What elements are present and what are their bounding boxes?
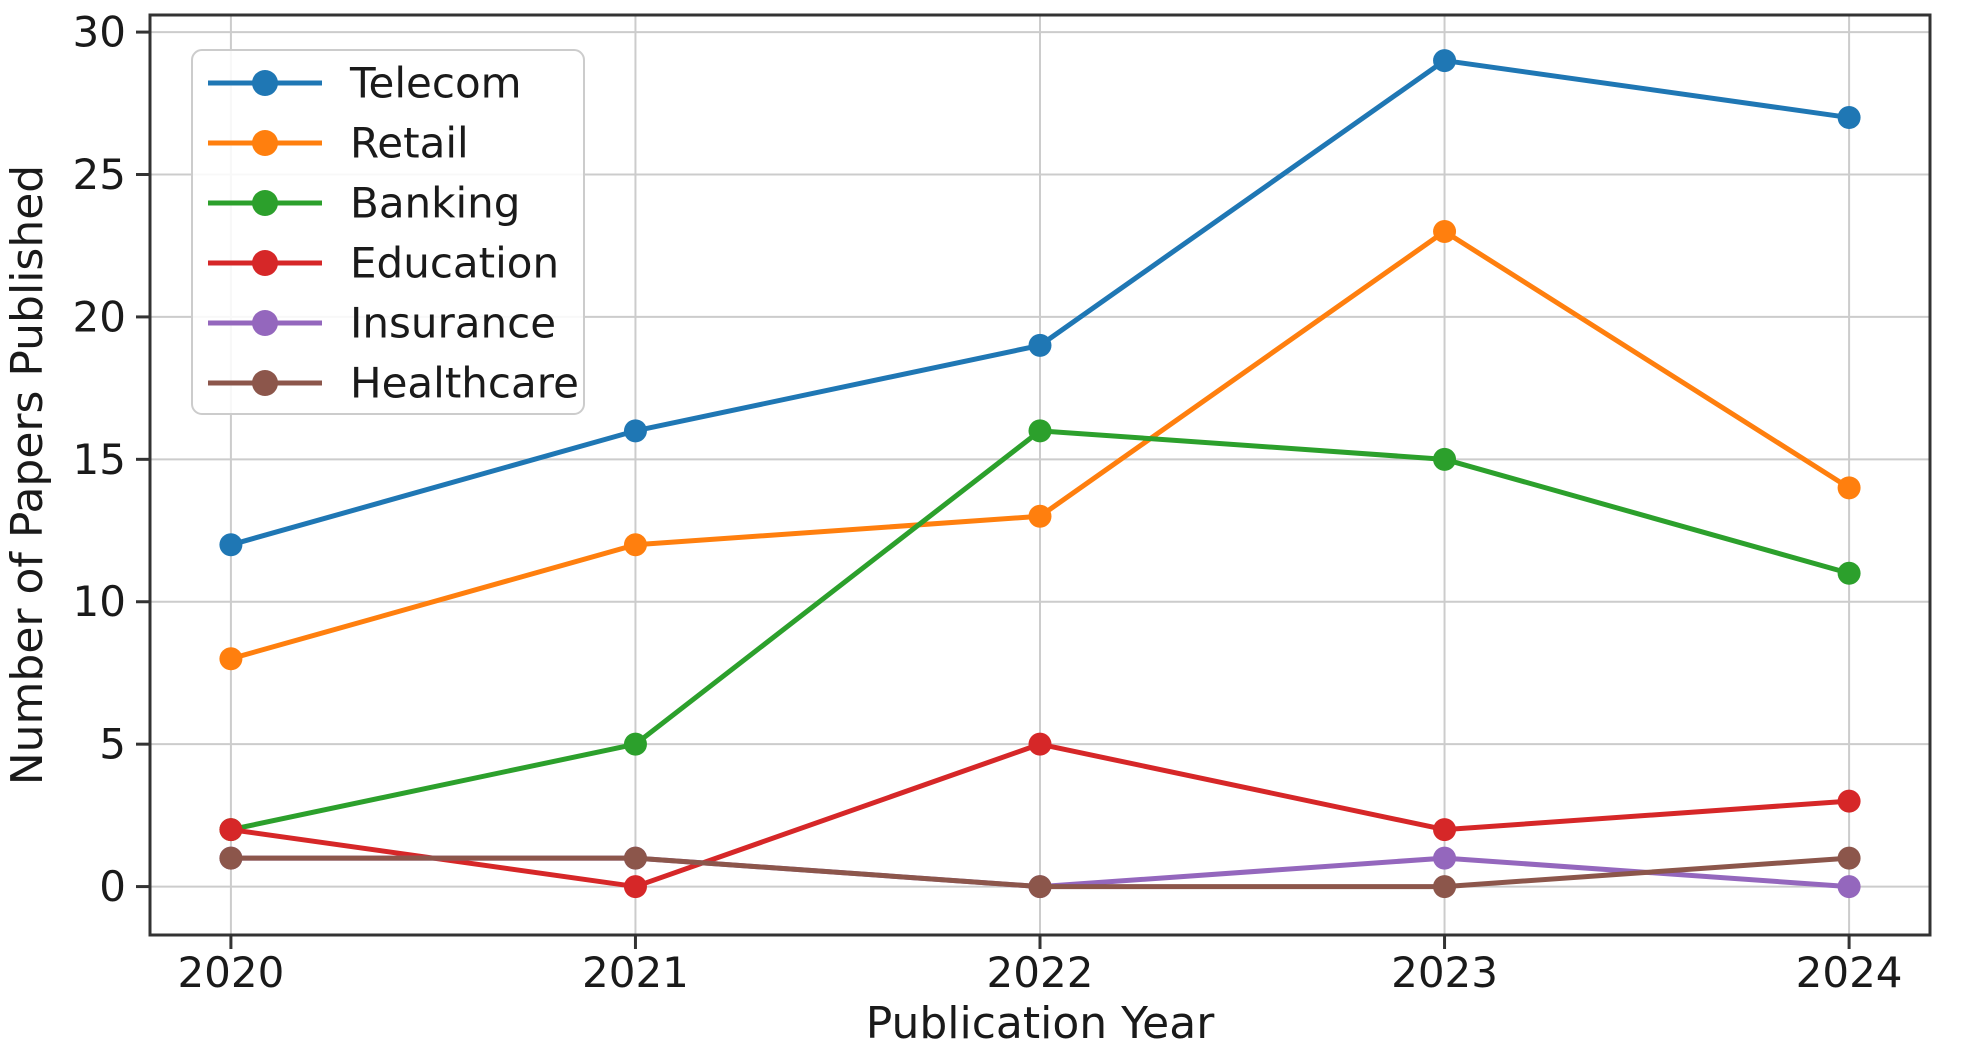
data-point-telecom-2022 xyxy=(1028,333,1052,357)
data-point-insurance-2023 xyxy=(1433,846,1457,870)
data-point-retail-2024 xyxy=(1837,476,1861,500)
legend-label: Retail xyxy=(350,119,469,168)
data-point-retail-2020 xyxy=(219,647,243,671)
legend-entry-retail: Retail xyxy=(208,119,469,168)
legend-label: Education xyxy=(350,239,559,288)
y-tick-label: 25 xyxy=(73,150,126,199)
axis-ticks: 0 5 10 15 20 25 30 2020 2021 2022 2023 2024 xyxy=(73,8,1903,997)
y-tick-label: 5 xyxy=(99,720,126,769)
data-series xyxy=(219,49,1861,899)
legend-marker xyxy=(252,310,278,336)
x-tick-label: 2024 xyxy=(1796,948,1903,997)
data-point-banking-2024 xyxy=(1837,561,1861,585)
series-healthcare xyxy=(219,846,1861,899)
legend-marker xyxy=(252,190,278,216)
data-point-education-2021 xyxy=(623,875,647,899)
x-tick-label: 2022 xyxy=(987,948,1094,997)
legend-label: Insurance xyxy=(350,299,556,348)
legend-label: Telecom xyxy=(349,59,522,108)
y-tick-label: 20 xyxy=(73,292,126,341)
y-tick-label: 0 xyxy=(99,862,126,911)
legend-label: Banking xyxy=(350,179,520,228)
data-point-banking-2021 xyxy=(623,732,647,756)
legend-marker xyxy=(252,250,278,276)
data-point-education-2022 xyxy=(1028,732,1052,756)
data-point-retail-2022 xyxy=(1028,504,1052,528)
legend-label: Healthcare xyxy=(350,359,579,408)
legend-entry-healthcare: Healthcare xyxy=(208,359,579,408)
data-point-healthcare-2023 xyxy=(1433,875,1457,899)
legend-marker xyxy=(252,370,278,396)
legend: Telecom Retail Banking Education Insurance He… xyxy=(191,49,585,415)
data-point-retail-2023 xyxy=(1433,219,1457,243)
data-point-retail-2021 xyxy=(623,533,647,557)
data-point-insurance-2024 xyxy=(1837,875,1861,899)
series-education xyxy=(219,732,1861,899)
data-point-banking-2022 xyxy=(1028,419,1052,443)
series-telecom xyxy=(219,49,1861,557)
y-tick-label: 10 xyxy=(73,577,126,626)
data-point-healthcare-2021 xyxy=(623,846,647,870)
data-point-telecom-2024 xyxy=(1837,106,1861,130)
data-point-healthcare-2024 xyxy=(1837,846,1861,870)
data-point-healthcare-2022 xyxy=(1028,875,1052,899)
legend-marker xyxy=(252,130,278,156)
series-retail xyxy=(219,219,1861,671)
data-point-healthcare-2020 xyxy=(219,846,243,870)
x-tick-label: 2023 xyxy=(1391,948,1498,997)
data-point-telecom-2020 xyxy=(219,533,243,557)
data-point-education-2024 xyxy=(1837,789,1861,813)
x-tick-label: 2020 xyxy=(177,948,284,997)
data-point-banking-2023 xyxy=(1433,447,1457,471)
data-point-telecom-2023 xyxy=(1433,49,1457,73)
data-point-education-2020 xyxy=(219,818,243,842)
data-point-telecom-2021 xyxy=(623,419,647,443)
legend-entry-telecom: Telecom xyxy=(208,59,522,108)
y-axis-label: Number of Papers Published xyxy=(2,165,53,786)
data-point-education-2023 xyxy=(1433,818,1457,842)
legend-entry-education: Education xyxy=(208,239,559,288)
y-tick-label: 30 xyxy=(73,8,126,57)
legend-marker xyxy=(252,70,278,96)
x-tick-label: 2021 xyxy=(582,948,689,997)
x-axis-label: Publication Year xyxy=(866,998,1216,1049)
legend-entry-insurance: Insurance xyxy=(208,299,556,348)
y-tick-label: 15 xyxy=(73,435,126,484)
legend-entry-banking: Banking xyxy=(208,179,520,228)
axis-labels: Publication Year Number of Papers Publis… xyxy=(2,165,1215,1049)
